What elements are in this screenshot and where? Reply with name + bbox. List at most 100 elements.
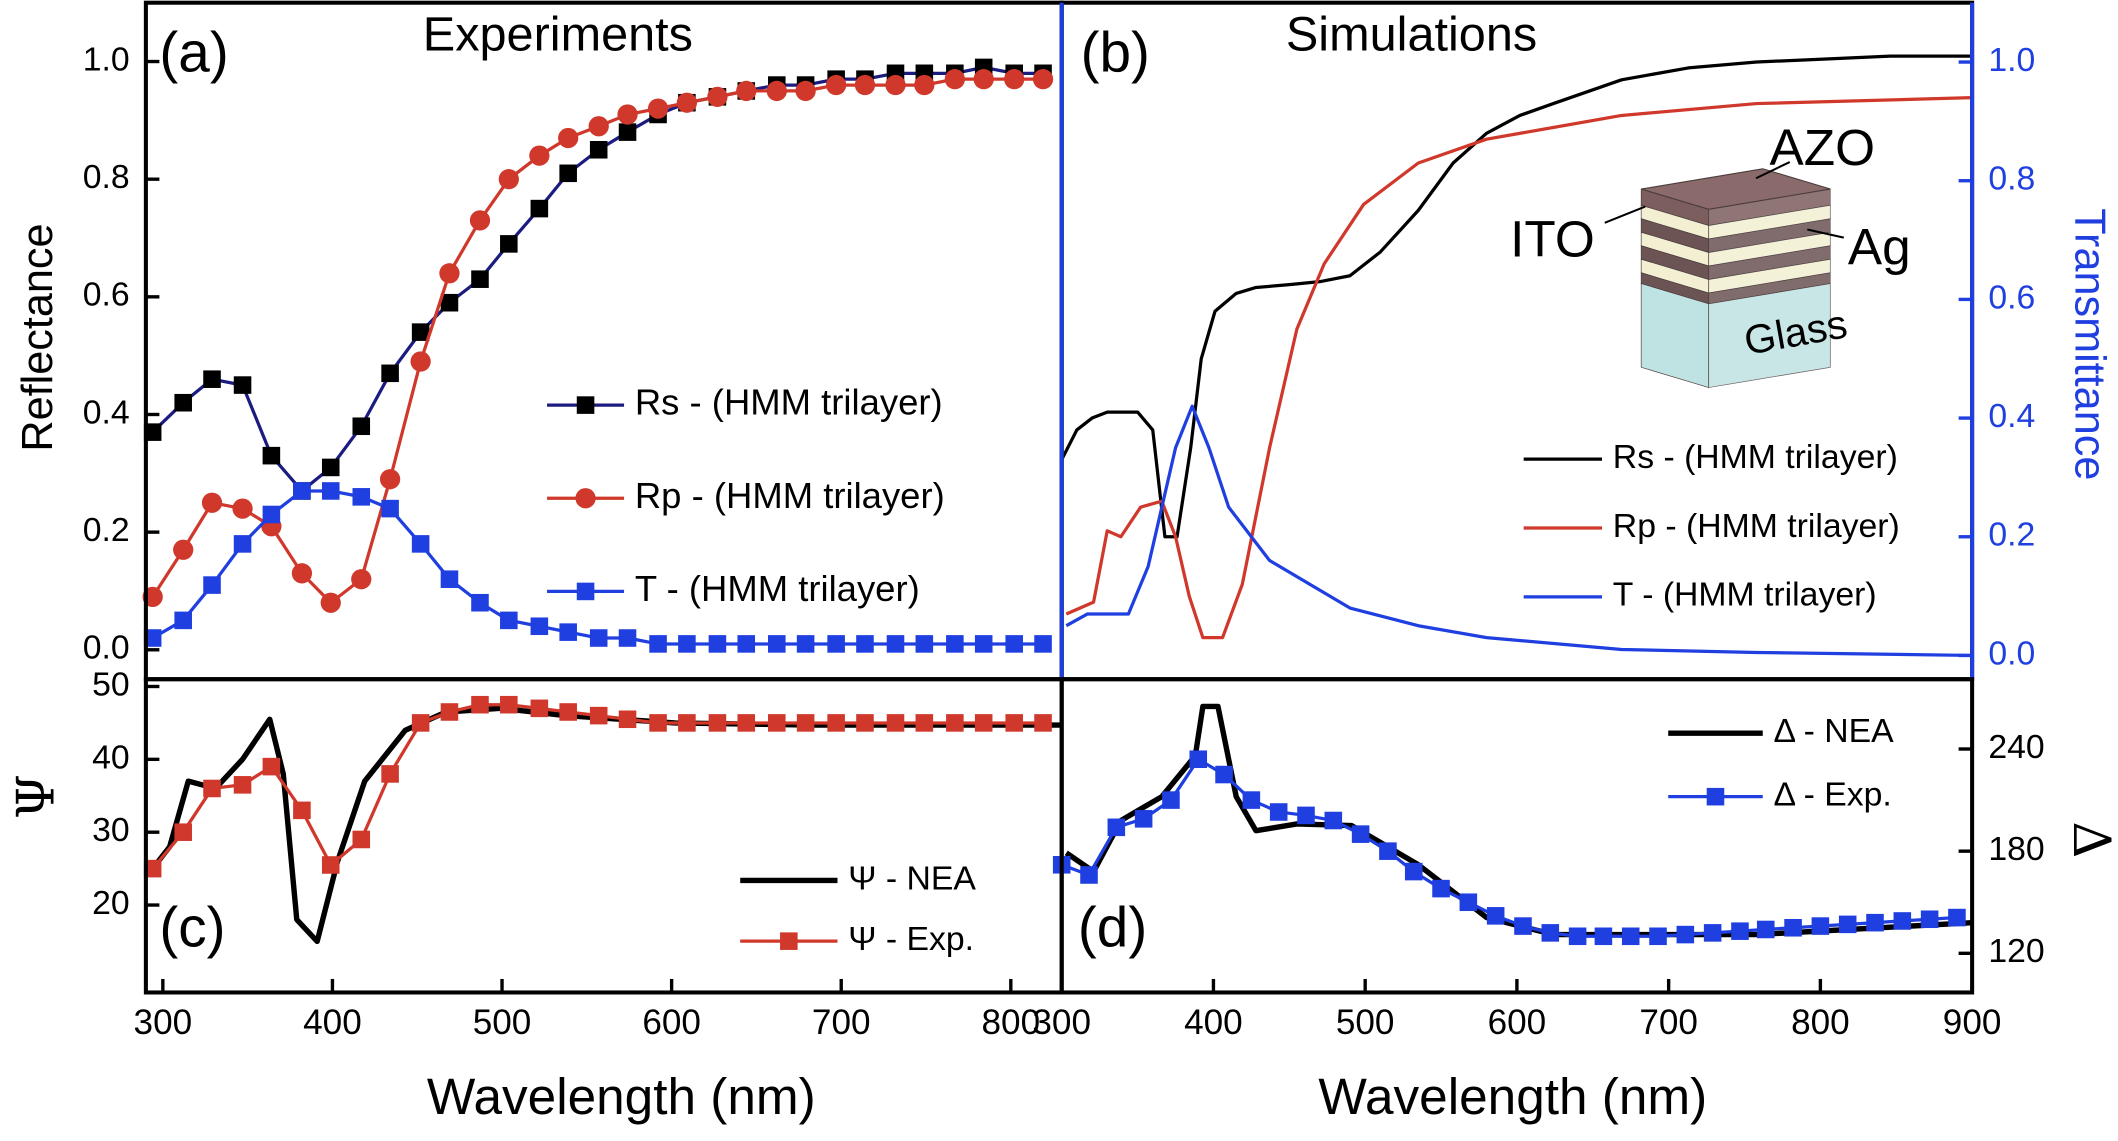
data-point xyxy=(500,235,518,253)
y-tick-label: 1.0 xyxy=(83,40,130,78)
data-point xyxy=(796,635,815,653)
legend-label: Rp - (HMM trilayer) xyxy=(635,475,945,516)
x-tick-label: 800 xyxy=(982,1003,1041,1042)
data-point xyxy=(1432,879,1450,898)
data-point xyxy=(854,74,876,96)
series-line xyxy=(150,705,1062,945)
data-point xyxy=(827,714,845,732)
data-point xyxy=(440,293,459,312)
data-point xyxy=(293,482,311,500)
data-point xyxy=(827,635,845,653)
legend-label: Rs - (HMM trilayer) xyxy=(1613,438,1898,476)
data-point xyxy=(1189,750,1208,768)
data-point xyxy=(708,635,727,653)
data-point xyxy=(293,801,311,820)
y-tick-label: 30 xyxy=(92,811,130,849)
data-point xyxy=(439,263,460,284)
data-point xyxy=(1920,910,1939,929)
data-point xyxy=(262,446,281,465)
data-point xyxy=(471,695,489,714)
data-point xyxy=(826,74,847,96)
data-point xyxy=(381,499,399,518)
data-point xyxy=(946,635,964,653)
data-point xyxy=(1486,907,1505,925)
data-point xyxy=(1215,765,1233,784)
data-point xyxy=(589,140,608,159)
data-point xyxy=(500,695,518,714)
data-point xyxy=(232,498,253,519)
x-tick-label: 700 xyxy=(812,1003,871,1042)
data-point xyxy=(321,856,340,874)
x-tick-label: 500 xyxy=(473,1003,532,1042)
data-point xyxy=(647,98,669,119)
data-point xyxy=(233,776,252,794)
data-point xyxy=(411,535,430,553)
data-point xyxy=(471,270,489,288)
data-point xyxy=(1379,842,1397,860)
y-tick-label: 40 xyxy=(92,738,130,776)
data-point xyxy=(736,80,757,102)
data-point xyxy=(946,714,964,732)
data-point xyxy=(1242,791,1261,809)
data-point xyxy=(559,703,577,721)
data-point xyxy=(1162,791,1180,809)
data-point xyxy=(1676,925,1695,944)
data-point xyxy=(559,623,577,641)
data-point xyxy=(914,74,935,96)
data-point xyxy=(707,86,728,107)
data-point xyxy=(498,169,519,190)
data-point xyxy=(1811,917,1830,935)
data-point xyxy=(1080,866,1098,884)
series-line xyxy=(151,703,1044,870)
data-point xyxy=(1324,811,1343,830)
layer-side xyxy=(1708,283,1831,388)
legend-marker xyxy=(575,488,596,509)
data-point xyxy=(1568,927,1587,946)
data-point xyxy=(1404,862,1423,881)
data-point xyxy=(589,629,608,647)
data-point xyxy=(1004,69,1025,90)
data-point xyxy=(915,635,934,653)
data-point xyxy=(530,699,549,718)
data-point xyxy=(143,423,162,441)
x-axis-label: Wavelength (nm) xyxy=(427,1068,816,1125)
arrow-line xyxy=(1807,228,1845,239)
legend-label: Ψ - NEA xyxy=(848,859,976,897)
data-point xyxy=(1866,913,1884,932)
data-point xyxy=(944,69,965,90)
series-line xyxy=(1065,96,1973,640)
legend-label: Rs - (HMM trilayer) xyxy=(635,382,943,423)
y-tick-label: 0.0 xyxy=(1988,634,2035,672)
y-tick-label: 0.4 xyxy=(1988,397,2035,435)
y-tick-label: 20 xyxy=(92,884,130,922)
data-point xyxy=(143,859,162,878)
panel-label: (b) xyxy=(1081,22,1150,85)
data-point xyxy=(1459,893,1478,912)
x-axis-label: Wavelength (nm) xyxy=(1318,1068,1707,1125)
data-point xyxy=(618,710,637,729)
data-point xyxy=(1703,924,1722,942)
data-point xyxy=(352,830,371,849)
data-point xyxy=(381,364,399,383)
legend-label: T - (HMM trilayer) xyxy=(635,568,920,609)
data-point xyxy=(352,488,371,506)
data-point xyxy=(678,635,696,653)
data-point xyxy=(143,629,162,647)
x-tick-label: 700 xyxy=(1639,1003,1698,1042)
data-point xyxy=(381,765,399,783)
series-line xyxy=(1061,757,1958,938)
x-tick-label: 300 xyxy=(134,1003,193,1042)
data-point xyxy=(351,569,372,590)
y-tick-label: 120 xyxy=(1988,932,2044,970)
data-point xyxy=(678,714,696,732)
x-tick-label: 400 xyxy=(1184,1003,1243,1042)
data-point xyxy=(618,629,637,647)
data-point xyxy=(559,164,577,183)
y-tick-label: 0.2 xyxy=(1988,516,2035,554)
y-axis-label: Δ xyxy=(2061,821,2118,858)
x-tick-label: 300 xyxy=(1032,1003,1091,1042)
inset-label: AZO xyxy=(1770,119,1876,176)
arrow-line xyxy=(1604,205,1646,224)
legend-label: Rp - (HMM trilayer) xyxy=(1613,507,1900,545)
data-point xyxy=(233,535,252,553)
